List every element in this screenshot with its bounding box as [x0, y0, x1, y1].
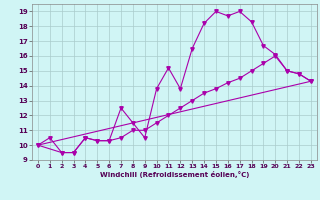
X-axis label: Windchill (Refroidissement éolien,°C): Windchill (Refroidissement éolien,°C) [100, 171, 249, 178]
